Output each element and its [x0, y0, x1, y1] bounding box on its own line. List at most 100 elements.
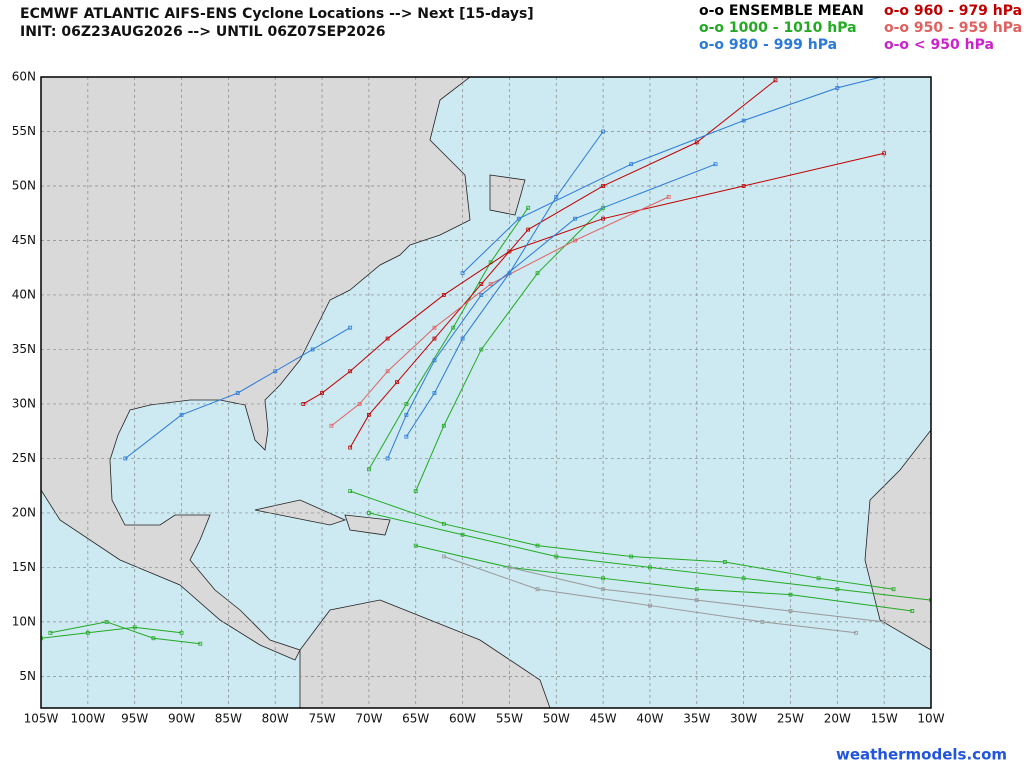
y-tick-label: 40N: [12, 287, 36, 301]
track-point: [535, 543, 540, 548]
track-point: [516, 216, 521, 221]
track-point: [835, 587, 840, 592]
map: [41, 77, 931, 708]
track-point: [301, 402, 306, 406]
x-tick-label: 20W: [824, 712, 851, 726]
track-point: [404, 434, 409, 439]
track-point: [479, 347, 484, 352]
track-point: [479, 293, 484, 297]
track-point: [526, 227, 531, 232]
track-point: [773, 78, 778, 83]
track: [125, 327, 351, 459]
subtitle: INIT: 06Z23AUG2026 --> UNTIL 06Z07SEP202…: [20, 24, 385, 40]
track: [387, 163, 716, 459]
track-point: [910, 609, 915, 613]
legend-entry: o-o < 950 hPa: [884, 37, 994, 53]
x-tick-label: 15W: [871, 712, 898, 726]
track-point: [573, 238, 577, 243]
track-point: [601, 205, 606, 210]
track-point: [320, 391, 324, 395]
x-tick-label: 35W: [683, 712, 710, 726]
track-point: [507, 565, 512, 570]
track-point: [666, 194, 671, 199]
track-point: [760, 620, 765, 624]
track-point: [151, 636, 156, 641]
track-point: [395, 380, 399, 385]
track-point: [432, 391, 437, 395]
track-point: [629, 162, 634, 167]
track-point: [460, 532, 465, 537]
newfoundland: [489, 174, 526, 216]
x-tick-label: 95W: [121, 712, 148, 726]
track: [415, 207, 604, 492]
track-point: [601, 576, 606, 581]
track-point: [441, 554, 446, 559]
track-point: [432, 358, 437, 363]
track-point: [413, 489, 418, 494]
track-point: [441, 293, 446, 297]
track-point: [123, 456, 128, 461]
x-tick-label: 50W: [543, 712, 570, 726]
legend-entry: o-o 980 - 999 hPa: [699, 37, 837, 53]
track-point: [385, 369, 390, 374]
track-point: [366, 467, 371, 472]
x-tick-label: 85W: [215, 712, 242, 726]
track-point: [198, 641, 203, 646]
track-point: [235, 391, 240, 395]
track-point: [601, 184, 606, 188]
track-point: [104, 620, 109, 624]
track-point: [460, 271, 465, 276]
source: weathermodels.com: [836, 746, 1007, 764]
track-point: [348, 369, 353, 374]
y-tick-label: 50N: [12, 178, 36, 192]
north-america: [41, 77, 471, 661]
legend-entry: o-o ENSEMBLE MEAN: [699, 3, 864, 19]
track-point: [132, 625, 137, 630]
x-tick-label: 80W: [262, 712, 289, 726]
track-point: [432, 325, 437, 330]
y-tick-label: 20N: [12, 505, 36, 519]
track-point: [535, 271, 540, 276]
track: [462, 77, 884, 274]
track: [405, 131, 604, 437]
x-tick-label: 65W: [402, 712, 429, 726]
y-tick-label: 45N: [12, 233, 36, 247]
track-point: [413, 543, 418, 548]
track-point: [404, 412, 409, 417]
track: [41, 626, 182, 639]
track-point: [788, 609, 793, 613]
track-point: [629, 554, 634, 559]
y-tick-label: 55N: [12, 124, 36, 138]
track-point: [366, 412, 371, 417]
track-point: [507, 249, 512, 254]
track-point: [451, 325, 456, 330]
track-point: [310, 347, 315, 352]
track-point: [385, 456, 390, 461]
track-point: [273, 369, 278, 374]
track-point: [329, 423, 334, 428]
track-point: [179, 412, 184, 417]
track-point: [648, 603, 652, 608]
track-point: [601, 587, 606, 592]
track: [368, 207, 529, 470]
track-point: [535, 587, 540, 592]
tracks: [41, 77, 931, 646]
track-point: [788, 592, 793, 597]
track-point: [882, 151, 887, 156]
track-point: [404, 402, 409, 406]
track: [509, 566, 885, 623]
track: [303, 152, 885, 405]
x-tick-label: 55W: [496, 712, 523, 726]
title: ECMWF ATLANTIC AIFS-ENS Cyclone Location…: [20, 6, 534, 22]
track-point: [479, 282, 484, 286]
track: [349, 79, 776, 448]
grid: [41, 77, 931, 708]
x-tick-label: 100W: [70, 712, 105, 726]
track: [50, 621, 201, 645]
track-point: [835, 85, 840, 90]
track-point: [601, 216, 606, 221]
track-point: [573, 216, 577, 221]
track-point: [854, 630, 858, 635]
track-point: [741, 118, 746, 123]
y-tick-label: 35N: [12, 342, 36, 356]
